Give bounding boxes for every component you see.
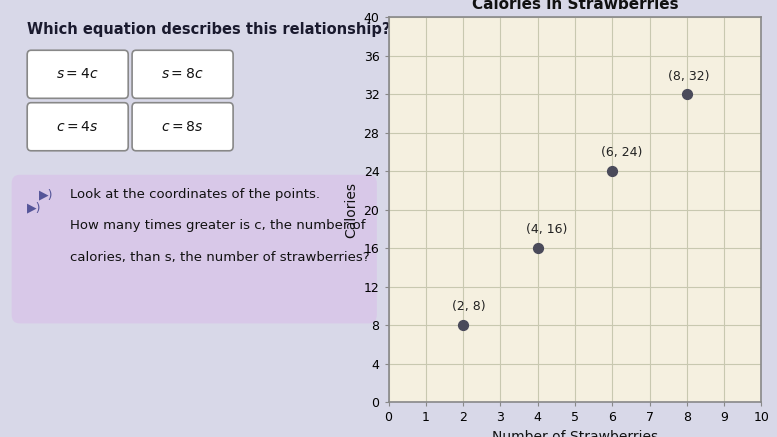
Text: $s = 4c$: $s = 4c$ (57, 67, 99, 81)
Point (606, 168, 618, 175)
Text: $c = 8s$: $c = 8s$ (162, 120, 204, 134)
Text: ▶): ▶) (27, 201, 42, 214)
FancyBboxPatch shape (12, 175, 377, 323)
FancyBboxPatch shape (27, 50, 128, 98)
Text: Which equation describes this relationship?: Which equation describes this relationsh… (27, 22, 391, 37)
Text: (8, 32): (8, 32) (668, 70, 709, 83)
Text: Look at the coordinates of the points.: Look at the coordinates of the points. (70, 188, 320, 201)
Text: $c = 4s$: $c = 4s$ (57, 120, 99, 134)
Text: (6, 24): (6, 24) (601, 146, 643, 159)
Text: How many times greater is c, the number of: How many times greater is c, the number … (70, 219, 365, 232)
Text: (4, 16): (4, 16) (527, 223, 568, 236)
FancyBboxPatch shape (132, 50, 233, 98)
Point (531, 245, 544, 252)
Text: $s = 8c$: $s = 8c$ (162, 67, 204, 81)
FancyBboxPatch shape (27, 103, 128, 151)
Text: (2, 8): (2, 8) (452, 300, 486, 312)
FancyBboxPatch shape (132, 103, 233, 151)
Title: Calories in Strawberries: Calories in Strawberries (472, 0, 678, 12)
Point (681, 91, 693, 98)
Point (457, 322, 469, 329)
Y-axis label: Calories: Calories (344, 182, 358, 238)
Text: calories, than s, the number of strawberries?: calories, than s, the number of strawber… (70, 251, 370, 264)
X-axis label: Number of Strawberries: Number of Strawberries (492, 430, 658, 437)
Text: ▶): ▶) (39, 188, 54, 201)
